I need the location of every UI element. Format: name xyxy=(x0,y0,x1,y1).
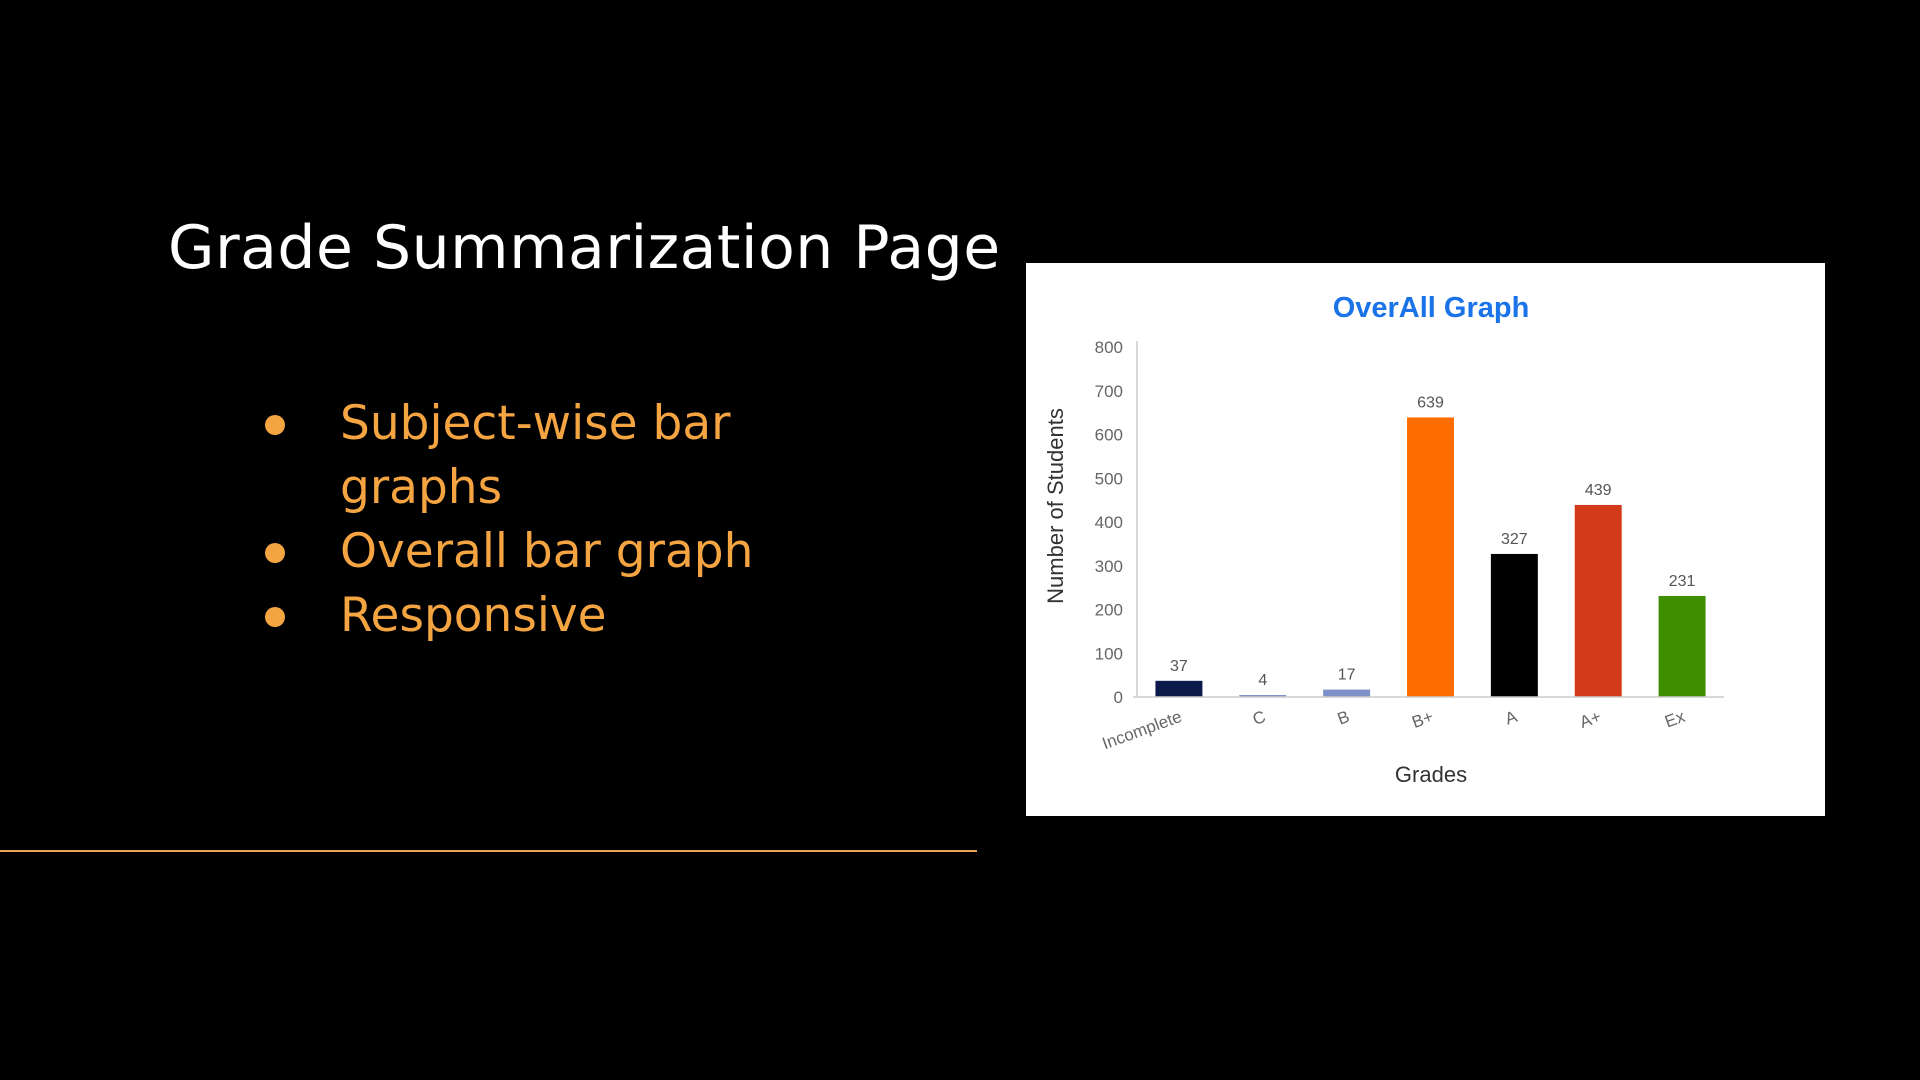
bars: 37 4 17 639 327 439 231 xyxy=(1155,394,1706,697)
y-axis: 0 100 200 300 400 500 600 700 800 xyxy=(1095,338,1138,707)
y-tick-label: 700 xyxy=(1095,382,1123,401)
bar-ex xyxy=(1658,595,1706,697)
y-tick-label: 500 xyxy=(1095,469,1123,488)
bullet-dot-icon xyxy=(265,607,285,627)
x-axis-title: Grades xyxy=(1395,762,1467,787)
bullet-list: Subject-wise bar graphs Overall bar grap… xyxy=(262,392,822,648)
bar-value-label: 639 xyxy=(1417,394,1444,411)
divider-line xyxy=(0,850,977,852)
bullet-dot-icon xyxy=(265,543,285,563)
x-tick-label: Ex xyxy=(1662,707,1688,732)
bar-a-plus xyxy=(1574,504,1622,697)
x-tick-label: A+ xyxy=(1577,707,1604,732)
bar-value-label: 4 xyxy=(1258,672,1267,689)
y-tick-label: 100 xyxy=(1095,644,1123,663)
x-axis: Incomplete C B B+ A A+ Ex xyxy=(1100,696,1724,753)
x-tick-label: B xyxy=(1335,707,1352,729)
y-axis-title: Number of Students xyxy=(1043,408,1068,604)
chart-card: OverAll Graph 0 100 200 300 400 500 600 700 800 … xyxy=(1026,263,1825,816)
bar-chart: OverAll Graph 0100200300400500600700800 … xyxy=(1043,292,1724,787)
x-tick-label: B+ xyxy=(1409,707,1436,732)
x-tick-label: A xyxy=(1503,707,1521,729)
bar-value-label: 327 xyxy=(1501,531,1528,548)
y-tick-label: 400 xyxy=(1095,513,1123,532)
bar-b xyxy=(1323,689,1371,697)
bullet-item: Subject-wise bar graphs xyxy=(262,392,822,520)
bullet-text: Subject-wise bar graphs xyxy=(340,396,731,515)
bar-b-plus xyxy=(1407,417,1454,697)
y-tick-label: 600 xyxy=(1095,426,1123,445)
bar-incomplete xyxy=(1155,680,1203,697)
bar-a xyxy=(1490,553,1538,697)
x-tick-label: Incomplete xyxy=(1100,707,1185,753)
bar-value-label: 439 xyxy=(1585,482,1612,499)
y-tick-label: 200 xyxy=(1095,601,1123,620)
bullet-text: Responsive xyxy=(340,588,607,643)
x-tick-label: C xyxy=(1250,707,1268,729)
chart-title: OverAll Graph xyxy=(1333,292,1530,324)
y-tick-label: 0 xyxy=(1114,688,1123,707)
slide-title: Grade Summarization Page xyxy=(168,213,1001,283)
bar-c xyxy=(1239,695,1287,697)
bullet-dot-icon xyxy=(265,415,285,435)
bar-value-label: 17 xyxy=(1338,667,1356,684)
bullet-item: Overall bar graph xyxy=(262,520,822,584)
y-tick-label: 800 xyxy=(1095,338,1123,357)
bullet-text: Overall bar graph xyxy=(340,524,754,579)
bar-value-label: 231 xyxy=(1669,573,1696,590)
bar-value-label: 37 xyxy=(1170,658,1188,675)
y-tick-label: 300 xyxy=(1095,557,1123,576)
bullet-item: Responsive xyxy=(262,584,822,648)
